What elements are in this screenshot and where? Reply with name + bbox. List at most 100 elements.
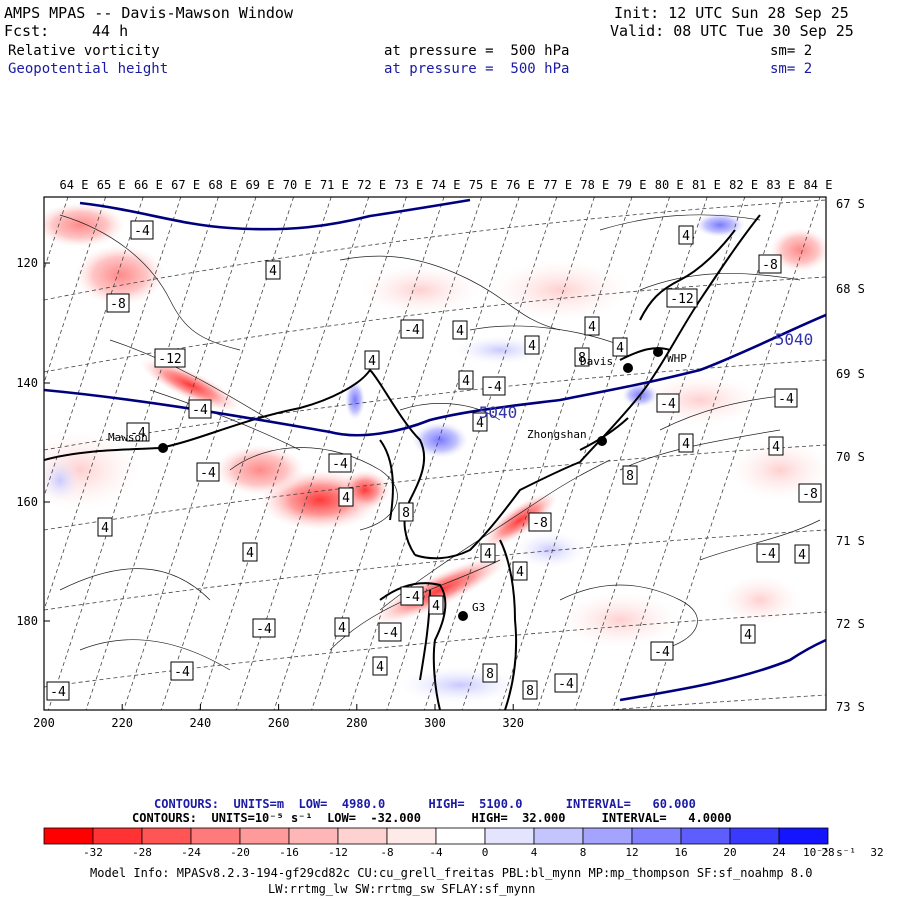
contour-label: -12 [666, 288, 698, 308]
lon-tick-label: 80 E [655, 178, 684, 192]
contour-label: -4 [650, 641, 674, 661]
svg-text:Zhongshan: Zhongshan [527, 428, 587, 441]
svg-text:4: 4 [682, 437, 690, 452]
contour-label: -4 [774, 388, 798, 408]
field1-smoothing: sm= 2 [770, 43, 813, 59]
contour-labels: -4 4 -8 -4 4 4 -12 -12 -4 -4 -4 -4 4 8 4 4 4 -4 4 4 8 4 8 -4 4 -8… [46, 220, 822, 701]
contour-label: 4 [612, 337, 628, 357]
svg-text:4: 4 [772, 440, 780, 455]
svg-text:8: 8 [526, 684, 534, 699]
svg-text:-4: -4 [332, 457, 348, 472]
model-info-line1: Model Info: MPASv8.2.3-194-gf29cd82c CU:… [90, 866, 813, 880]
contour-label: -8 [758, 254, 782, 274]
contour-label: 4 [242, 542, 258, 562]
svg-text:-8: -8 [802, 487, 818, 502]
svg-text:-4: -4 [558, 677, 574, 692]
lat-tick-label: 67 S [836, 197, 865, 211]
height-contour-label: 5040 [479, 403, 518, 422]
contour-label: 4 [458, 370, 474, 390]
lon-tick-label: 74 E [432, 178, 461, 192]
lon-tick-label: 81 E [692, 178, 721, 192]
svg-text:Davis: Davis [580, 355, 613, 368]
contour-label: 8 [574, 347, 590, 367]
contour-label: -4 [756, 543, 780, 563]
vorticity-contour-info: CONTOURS: UNITS=10⁻⁵ s⁻¹ LOW= -32.000 HI… [132, 811, 732, 825]
lon-tick-label: 83 E [766, 178, 795, 192]
svg-text:G3: G3 [472, 601, 485, 614]
height-labels: 5040 5040 [479, 330, 814, 422]
lat-tick-label: 70 S [836, 450, 865, 464]
lon-tick-label: 75 E [469, 178, 498, 192]
svg-text:4: 4 [338, 621, 346, 636]
contour-label: 4 [372, 656, 388, 676]
contour-label: 8 [398, 502, 414, 522]
contour-label: 4 [584, 316, 600, 336]
svg-text:-4: -4 [660, 397, 676, 412]
lon-tick-label: 68 E [208, 178, 237, 192]
svg-text:4: 4 [484, 547, 492, 562]
lon-tick-label: 76 E [506, 178, 535, 192]
x-tick-label: 220 [111, 716, 133, 730]
field2-level: at pressure = 500 hPa [384, 61, 570, 77]
lon-tick-label: 66 E [134, 178, 163, 192]
svg-text:-8: -8 [762, 258, 778, 273]
lon-tick-label: 82 E [729, 178, 758, 192]
contour-label: -4 [328, 453, 352, 473]
x-tick-label: 300 [424, 716, 446, 730]
svg-text:-8: -8 [532, 516, 548, 531]
svg-text:4: 4 [462, 374, 470, 389]
svg-text:4: 4 [528, 339, 536, 354]
lon-tick-label: 69 E [246, 178, 275, 192]
contour-label: 4 [452, 320, 468, 340]
x-tick-label: 240 [190, 716, 212, 730]
svg-text:Mawson: Mawson [108, 431, 148, 444]
contour-label: 8 [522, 680, 538, 700]
station-g3: G3 [458, 601, 485, 621]
svg-text:-12: -12 [158, 352, 181, 367]
svg-text:-4: -4 [760, 547, 776, 562]
contour-label: 4 [768, 436, 784, 456]
svg-text:8: 8 [626, 469, 634, 484]
contour-label: -4 [126, 422, 150, 442]
svg-text:-4: -4 [200, 466, 216, 481]
colorbar-unit: 10⁻⁵ s⁻¹ [803, 846, 856, 859]
svg-text:4: 4 [246, 546, 254, 561]
lon-tick-label: 65 E [97, 178, 126, 192]
contour-label: 4 [740, 624, 756, 644]
contour-label: -8 [798, 483, 822, 503]
svg-text:-4: -4 [654, 645, 670, 660]
svg-text:-4: -4 [382, 626, 398, 641]
svg-text:4: 4 [432, 599, 440, 614]
x-tick-label: 280 [346, 716, 368, 730]
field2-name: Geopotential height [8, 61, 169, 77]
svg-text:4: 4 [376, 660, 384, 675]
svg-text:-4: -4 [130, 426, 146, 441]
contour-label: -4 [400, 319, 424, 339]
contour-label: -4 [378, 622, 402, 642]
svg-text:4: 4 [744, 628, 752, 643]
contour-label: 4 [472, 412, 488, 432]
lat-tick-label: 71 S [836, 534, 865, 548]
svg-text:4: 4 [368, 354, 376, 369]
contour-label: -8 [106, 293, 130, 313]
field1-level: at pressure = 500 hPa [384, 43, 570, 59]
station-markers: Mawson Davis WHP Zhongshan G3 [108, 347, 687, 621]
height-contour-info: CONTOURS: UNITS=m LOW= 4980.0 HIGH= 5100… [154, 797, 696, 811]
svg-text:4: 4 [476, 416, 484, 431]
lon-tick-label: 67 E [171, 178, 200, 192]
contour-label: -4 [130, 220, 154, 240]
svg-text:-4: -4 [404, 323, 420, 338]
lat-tick-label: 72 S [836, 617, 865, 631]
contour-label: 4 [678, 433, 694, 453]
svg-text:-4: -4 [486, 380, 502, 395]
contour-label: -4 [400, 586, 424, 606]
contour-label: 4 [794, 544, 810, 564]
contour-label: -8 [528, 512, 552, 532]
svg-text:-4: -4 [404, 590, 420, 605]
contour-label: 8 [482, 663, 498, 683]
lon-tick-label: 73 E [394, 178, 423, 192]
contour-label: 4 [428, 595, 444, 615]
lat-tick-label: 69 S [836, 367, 865, 381]
svg-text:4: 4 [101, 521, 109, 536]
